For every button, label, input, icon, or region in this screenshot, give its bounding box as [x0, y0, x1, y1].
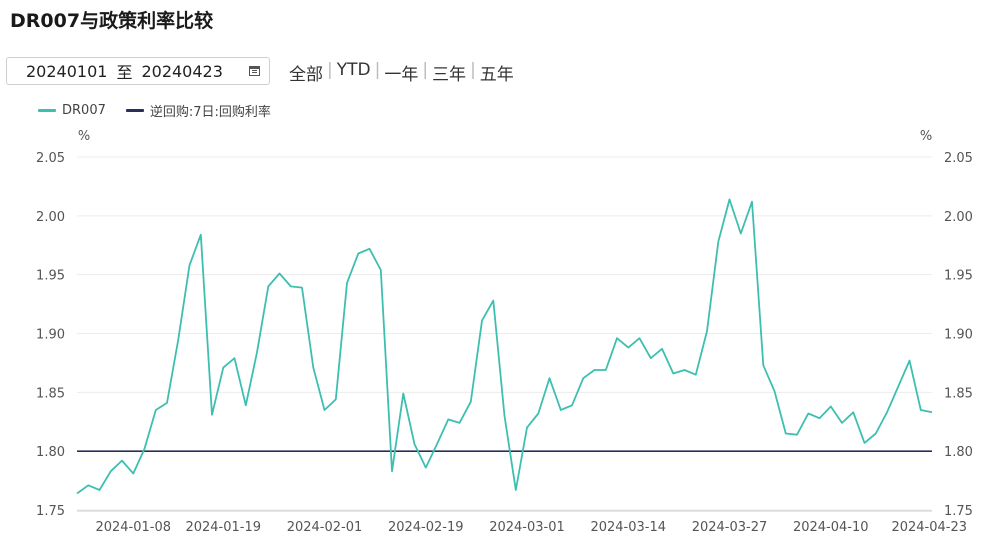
- y-tick-label-left: 1.75: [36, 504, 65, 519]
- legend-swatch-policy: [125, 109, 144, 112]
- legend-label-dr007: DR007: [62, 103, 106, 118]
- range-ytd-button[interactable]: YTD: [336, 60, 371, 80]
- y-axis-unit-right: %: [920, 129, 932, 144]
- y-tick-label-right: 1.95: [944, 269, 973, 284]
- range-divider: |: [422, 60, 429, 80]
- legend-item-dr007[interactable]: DR007: [38, 103, 106, 118]
- y-tick-label-left: 1.80: [36, 445, 65, 460]
- range-1y-button[interactable]: 一年: [384, 65, 419, 85]
- date-separator: 至: [116, 63, 133, 82]
- range-all-button[interactable]: 全部: [289, 65, 323, 85]
- legend-swatch-dr007: [38, 109, 56, 112]
- y-tick-label-right: 1.80: [944, 445, 973, 460]
- x-tick-label: 2024-03-14: [590, 520, 666, 535]
- x-tick-label: 2024-04-10: [793, 520, 869, 535]
- y-tick-label-right: 2.05: [944, 151, 973, 166]
- range-buttons: 全部 | YTD | 一年 | 三年 | 五年: [289, 60, 514, 85]
- start-date[interactable]: 20240101: [26, 61, 108, 81]
- end-date[interactable]: 20240423: [141, 61, 223, 81]
- legend-label-policy: 逆回购:7日:回购利率: [149, 105, 271, 120]
- y-axis-unit-left: %: [78, 129, 90, 144]
- y-tick-label-right: 2.00: [944, 210, 973, 225]
- y-tick-label-right: 1.85: [944, 386, 973, 401]
- x-tick-label: 2024-03-27: [692, 520, 768, 535]
- x-tick-label: 2024-01-08: [95, 520, 171, 535]
- page-title: DR007与政策利率比较: [10, 10, 214, 32]
- x-tick-label: 2024-01-19: [185, 520, 261, 535]
- y-tick-label-left: 1.85: [36, 386, 65, 401]
- chart-legend: DR007 逆回购:7日:回购利率: [38, 101, 291, 120]
- x-tick-label: 2024-02-01: [287, 520, 363, 535]
- range-divider: |: [374, 60, 381, 80]
- dr007-line: [76, 198, 933, 495]
- x-tick-label: 2024-03-01: [489, 520, 565, 535]
- range-divider: |: [470, 60, 476, 80]
- y-tick-label-left: 1.95: [36, 269, 65, 284]
- range-divider: |: [327, 60, 333, 80]
- x-tick-label: 2024-02-19: [388, 520, 464, 535]
- y-tick-label-right: 1.75: [944, 504, 973, 519]
- range-3y-button[interactable]: 三年: [432, 65, 467, 85]
- y-tick-label-left: 2.00: [36, 210, 65, 225]
- x-tick-label: 2024-04-23: [891, 520, 967, 535]
- y-tick-label-left: 1.90: [36, 328, 65, 343]
- legend-item-policy[interactable]: 逆回购:7日:回购利率: [125, 101, 271, 120]
- date-range-picker[interactable]: 20240101 至 20240423: [6, 57, 270, 85]
- y-tick-label-left: 2.05: [36, 151, 65, 166]
- calendar-icon[interactable]: [249, 66, 260, 76]
- range-5y-button[interactable]: 五年: [479, 65, 514, 85]
- y-tick-label-right: 1.90: [944, 328, 973, 343]
